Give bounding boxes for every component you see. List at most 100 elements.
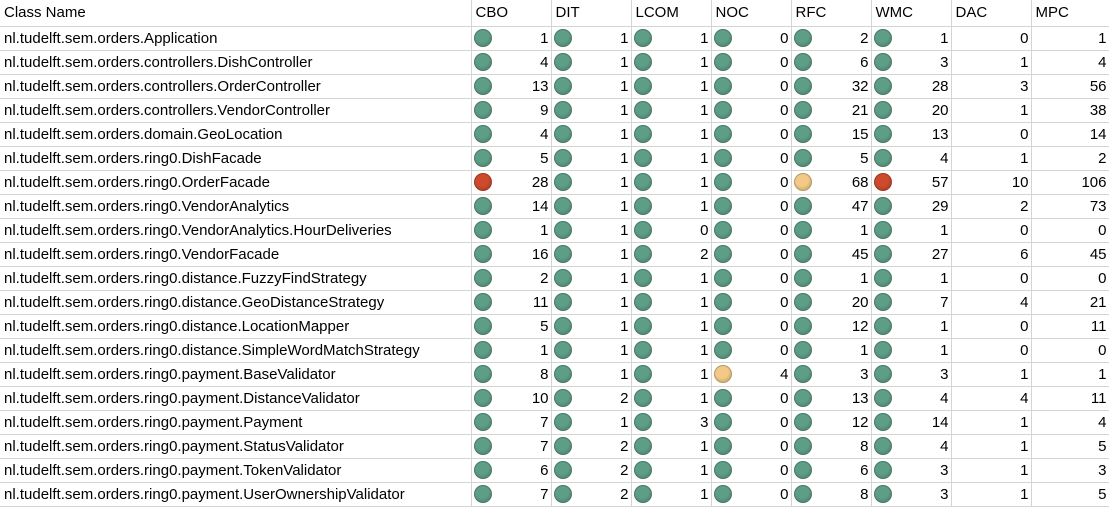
dac-cell[interactable]: 0 (951, 314, 1032, 339)
wmc-cell[interactable]: 4 (871, 386, 952, 411)
header-noc[interactable]: NOC (711, 0, 792, 27)
dit-cell[interactable]: 1 (551, 50, 632, 75)
mpc-cell[interactable]: 0 (1031, 266, 1109, 291)
lcom-cell[interactable]: 1 (631, 362, 712, 387)
dit-cell[interactable]: 2 (551, 482, 632, 507)
lcom-cell[interactable]: 1 (631, 146, 712, 171)
mpc-cell[interactable]: 73 (1031, 194, 1109, 219)
cbo-cell[interactable]: 4 (471, 122, 552, 147)
class-name-cell[interactable]: nl.tudelft.sem.orders.ring0.distance.Fuz… (0, 266, 472, 291)
rfc-cell[interactable]: 8 (791, 482, 872, 507)
dac-cell[interactable]: 1 (951, 98, 1032, 123)
dac-cell[interactable]: 1 (951, 362, 1032, 387)
rfc-cell[interactable]: 1 (791, 338, 872, 363)
noc-cell[interactable]: 0 (711, 386, 792, 411)
noc-cell[interactable]: 0 (711, 434, 792, 459)
wmc-cell[interactable]: 13 (871, 122, 952, 147)
lcom-cell[interactable]: 1 (631, 50, 712, 75)
rfc-cell[interactable]: 12 (791, 410, 872, 435)
lcom-cell[interactable]: 1 (631, 98, 712, 123)
lcom-cell[interactable]: 1 (631, 122, 712, 147)
header-wmc[interactable]: WMC (871, 0, 952, 27)
rfc-cell[interactable]: 1 (791, 218, 872, 243)
lcom-cell[interactable]: 1 (631, 170, 712, 195)
dac-cell[interactable]: 0 (951, 26, 1032, 51)
lcom-cell[interactable]: 3 (631, 410, 712, 435)
dit-cell[interactable]: 2 (551, 434, 632, 459)
dit-cell[interactable]: 1 (551, 74, 632, 99)
noc-cell[interactable]: 4 (711, 362, 792, 387)
wmc-cell[interactable]: 1 (871, 314, 952, 339)
dac-cell[interactable]: 1 (951, 50, 1032, 75)
noc-cell[interactable]: 0 (711, 290, 792, 315)
cbo-cell[interactable]: 1 (471, 338, 552, 363)
mpc-cell[interactable]: 38 (1031, 98, 1109, 123)
class-name-cell[interactable]: nl.tudelft.sem.orders.domain.GeoLocation (0, 122, 472, 147)
lcom-cell[interactable]: 1 (631, 74, 712, 99)
cbo-cell[interactable]: 8 (471, 362, 552, 387)
lcom-cell[interactable]: 1 (631, 290, 712, 315)
wmc-cell[interactable]: 1 (871, 338, 952, 363)
cbo-cell[interactable]: 10 (471, 386, 552, 411)
dit-cell[interactable]: 2 (551, 386, 632, 411)
noc-cell[interactable]: 0 (711, 482, 792, 507)
noc-cell[interactable]: 0 (711, 194, 792, 219)
rfc-cell[interactable]: 13 (791, 386, 872, 411)
class-name-cell[interactable]: nl.tudelft.sem.orders.controllers.Vendor… (0, 98, 472, 123)
mpc-cell[interactable]: 21 (1031, 290, 1109, 315)
class-name-cell[interactable]: nl.tudelft.sem.orders.ring0.OrderFacade (0, 170, 472, 195)
dac-cell[interactable]: 0 (951, 338, 1032, 363)
class-name-cell[interactable]: nl.tudelft.sem.orders.ring0.distance.Loc… (0, 314, 472, 339)
cbo-cell[interactable]: 7 (471, 482, 552, 507)
cbo-cell[interactable]: 9 (471, 98, 552, 123)
wmc-cell[interactable]: 3 (871, 362, 952, 387)
mpc-cell[interactable]: 45 (1031, 242, 1109, 267)
wmc-cell[interactable]: 3 (871, 482, 952, 507)
mpc-cell[interactable]: 1 (1031, 362, 1109, 387)
header-dac[interactable]: DAC (951, 0, 1032, 27)
rfc-cell[interactable]: 2 (791, 26, 872, 51)
lcom-cell[interactable]: 1 (631, 314, 712, 339)
mpc-cell[interactable]: 56 (1031, 74, 1109, 99)
class-name-cell[interactable]: nl.tudelft.sem.orders.controllers.DishCo… (0, 50, 472, 75)
dac-cell[interactable]: 2 (951, 194, 1032, 219)
wmc-cell[interactable]: 28 (871, 74, 952, 99)
class-name-cell[interactable]: nl.tudelft.sem.orders.ring0.VendorAnalyt… (0, 218, 472, 243)
dit-cell[interactable]: 1 (551, 290, 632, 315)
noc-cell[interactable]: 0 (711, 410, 792, 435)
dac-cell[interactable]: 1 (951, 434, 1032, 459)
cbo-cell[interactable]: 13 (471, 74, 552, 99)
class-name-cell[interactable]: nl.tudelft.sem.orders.ring0.payment.Base… (0, 362, 472, 387)
lcom-cell[interactable]: 1 (631, 434, 712, 459)
dac-cell[interactable]: 4 (951, 290, 1032, 315)
cbo-cell[interactable]: 7 (471, 410, 552, 435)
header-class-name[interactable]: Class Name (0, 0, 472, 27)
dac-cell[interactable]: 1 (951, 146, 1032, 171)
cbo-cell[interactable]: 16 (471, 242, 552, 267)
mpc-cell[interactable]: 0 (1031, 218, 1109, 243)
noc-cell[interactable]: 0 (711, 338, 792, 363)
lcom-cell[interactable]: 1 (631, 338, 712, 363)
rfc-cell[interactable]: 6 (791, 458, 872, 483)
mpc-cell[interactable]: 11 (1031, 314, 1109, 339)
rfc-cell[interactable]: 15 (791, 122, 872, 147)
header-dit[interactable]: DIT (551, 0, 632, 27)
dac-cell[interactable]: 1 (951, 410, 1032, 435)
cbo-cell[interactable]: 1 (471, 26, 552, 51)
rfc-cell[interactable]: 5 (791, 146, 872, 171)
dit-cell[interactable]: 1 (551, 266, 632, 291)
class-name-cell[interactable]: nl.tudelft.sem.orders.controllers.OrderC… (0, 74, 472, 99)
mpc-cell[interactable]: 5 (1031, 482, 1109, 507)
rfc-cell[interactable]: 8 (791, 434, 872, 459)
cbo-cell[interactable]: 5 (471, 146, 552, 171)
dit-cell[interactable]: 1 (551, 170, 632, 195)
dac-cell[interactable]: 0 (951, 122, 1032, 147)
wmc-cell[interactable]: 27 (871, 242, 952, 267)
class-name-cell[interactable]: nl.tudelft.sem.orders.ring0.payment.User… (0, 482, 472, 507)
dit-cell[interactable]: 1 (551, 314, 632, 339)
wmc-cell[interactable]: 1 (871, 218, 952, 243)
lcom-cell[interactable]: 1 (631, 386, 712, 411)
cbo-cell[interactable]: 6 (471, 458, 552, 483)
class-name-cell[interactable]: nl.tudelft.sem.orders.ring0.distance.Sim… (0, 338, 472, 363)
noc-cell[interactable]: 0 (711, 218, 792, 243)
